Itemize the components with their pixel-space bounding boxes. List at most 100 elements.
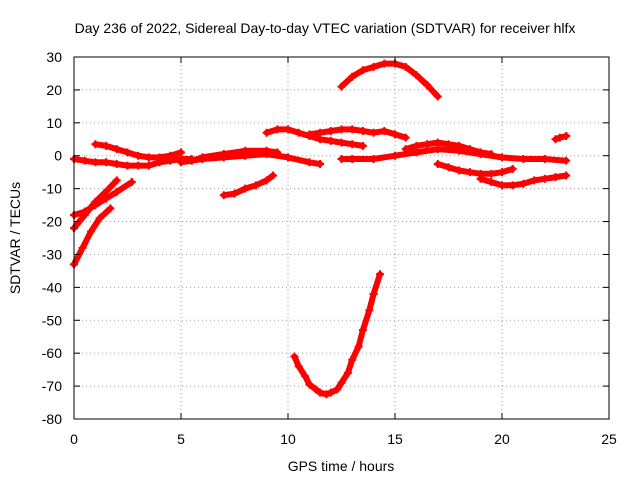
data-point [322, 390, 331, 399]
data-point [380, 59, 389, 68]
data-point [508, 181, 517, 190]
data-point [241, 184, 250, 193]
series-line [306, 126, 409, 141]
data-point [241, 146, 250, 155]
data-point [519, 155, 528, 164]
plot-frame [73, 56, 610, 420]
data-point [112, 145, 121, 154]
data-point [123, 148, 132, 157]
data-point [369, 155, 378, 164]
data-point [354, 342, 363, 351]
data-point [423, 80, 432, 89]
x-tick-label: 20 [494, 431, 510, 447]
data-point [337, 125, 346, 134]
data-point [337, 378, 346, 387]
data-point [358, 127, 367, 136]
x-tick-label: 25 [601, 431, 617, 447]
data-point [273, 148, 282, 157]
data-point [112, 159, 121, 168]
data-point [311, 385, 320, 394]
data-point [102, 141, 111, 150]
data-point [219, 150, 228, 159]
data-point [348, 125, 357, 134]
data-point [348, 355, 357, 364]
data-point [444, 163, 453, 172]
data-point [262, 128, 271, 137]
data-point [433, 92, 442, 101]
data-point [519, 179, 528, 188]
data-point [412, 71, 421, 80]
data-point [198, 153, 207, 162]
data-point [455, 141, 464, 150]
y-axis-label: SDTVAR / TECUs [7, 182, 23, 294]
grid [74, 57, 609, 419]
data-point [498, 181, 506, 190]
data-point [284, 125, 292, 134]
x-tick-label: 10 [280, 431, 296, 447]
data-point [177, 158, 185, 167]
data-point [348, 72, 357, 81]
data-point [305, 380, 314, 389]
data-point [134, 161, 143, 170]
data-point [230, 189, 239, 198]
data-point [551, 135, 560, 144]
data-point [326, 136, 335, 145]
data-point [465, 145, 474, 154]
data-point [348, 155, 357, 164]
data-point [337, 82, 346, 91]
data-point [530, 176, 539, 185]
data-point [369, 128, 378, 137]
data-point [219, 191, 228, 200]
data-point [326, 388, 335, 397]
data-point [155, 153, 164, 162]
x-axis-label: GPS time / hours [288, 458, 395, 474]
y-tick-label: -60 [42, 345, 62, 361]
y-tick-label: -50 [42, 312, 62, 328]
data-point [369, 289, 378, 298]
data-point [144, 161, 153, 170]
data-point [401, 145, 410, 154]
x-tick-label: 0 [70, 431, 78, 447]
data-point [337, 155, 346, 164]
data-point [127, 178, 136, 187]
data-point [262, 146, 271, 155]
data-point [380, 127, 389, 136]
data-point [102, 194, 111, 203]
data-point [99, 189, 108, 198]
y-tick-label: -20 [42, 214, 62, 230]
y-tick-label: 0 [54, 148, 62, 164]
data-point [487, 150, 496, 159]
data-point [508, 164, 517, 173]
y-tick-label: -40 [42, 279, 62, 295]
data-point [294, 362, 303, 371]
data-point [455, 166, 464, 175]
data-point [333, 385, 342, 394]
data-point [91, 201, 100, 210]
data-point [316, 388, 325, 397]
data-point [540, 174, 549, 183]
data-point [290, 352, 299, 361]
series-line [338, 60, 441, 100]
data-point [476, 174, 485, 183]
data-point [433, 138, 442, 147]
data-point [305, 130, 314, 139]
data-point [551, 173, 560, 182]
data-point [444, 140, 453, 149]
data-point [412, 141, 421, 150]
y-tick-label: -80 [42, 411, 62, 427]
axes: 0 5 10 15 20 25 -80 -70 -60 -50 -40 -30 -20 -10 0 10 20 3… [42, 49, 617, 447]
data-point [358, 326, 367, 335]
data-point [498, 153, 506, 162]
y-tick-label: 20 [46, 82, 62, 98]
data-point [177, 148, 185, 157]
data-point [316, 159, 325, 168]
data-point [423, 140, 432, 149]
data-point [134, 151, 143, 160]
data-point [487, 178, 496, 187]
data-point [358, 141, 367, 150]
data-point [391, 130, 399, 139]
data-point [112, 176, 121, 185]
data-point [369, 62, 378, 71]
data-point [365, 306, 374, 315]
